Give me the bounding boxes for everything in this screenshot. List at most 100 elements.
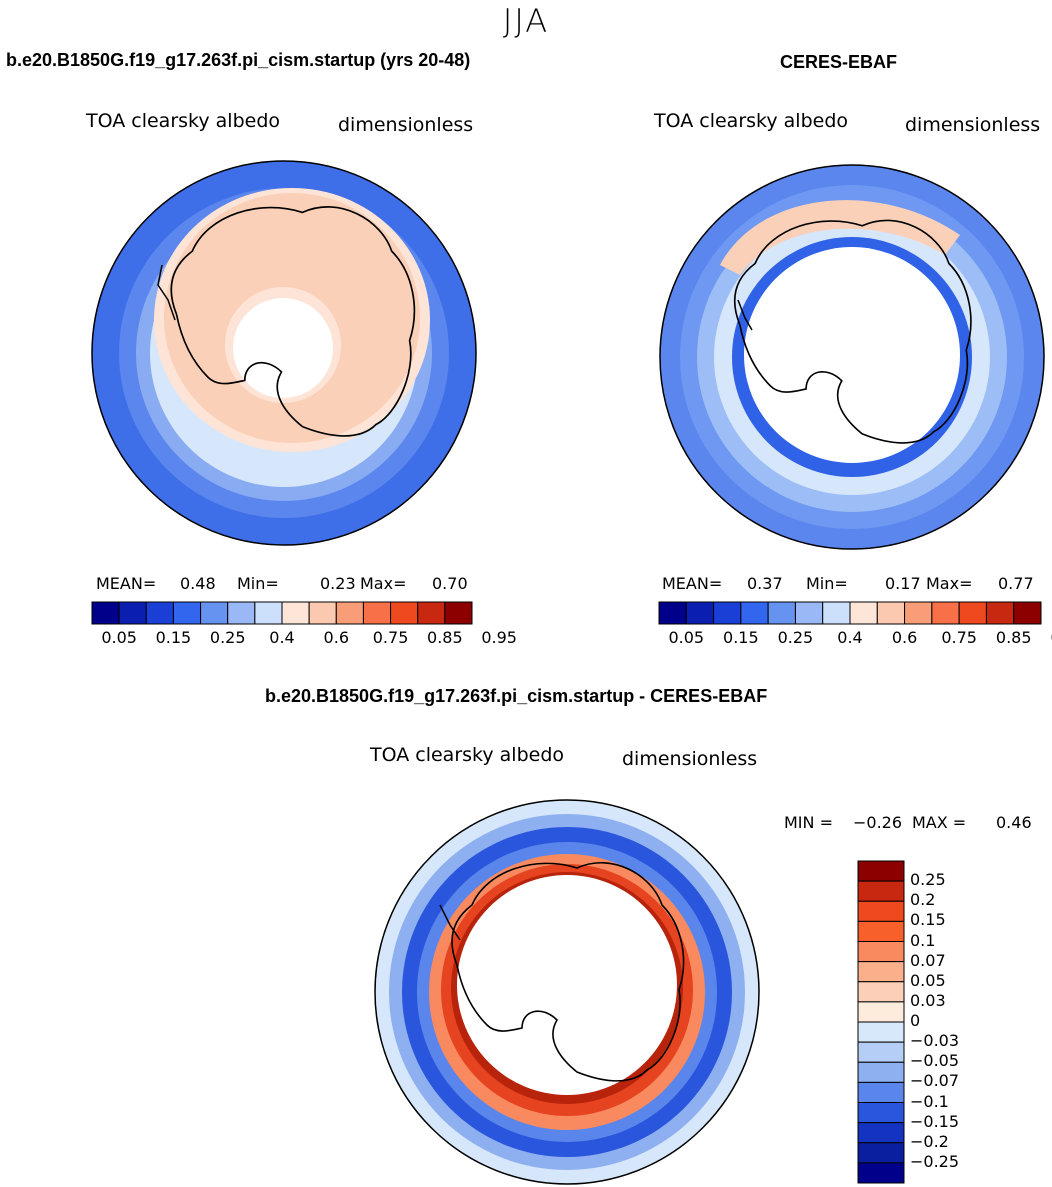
panel1-colorbar-box [254, 601, 283, 625]
panel3-map [375, 800, 759, 1184]
panel1-boundary [91, 160, 477, 546]
mean-label: MEAN= [662, 574, 723, 593]
panel3-tick-label: 0.1 [910, 930, 936, 950]
panel2-tick-label: 0.15 [723, 628, 759, 647]
panel3-tick-label: −0.07 [910, 1071, 960, 1091]
min-label: Min= [806, 574, 848, 593]
panel2-boundary [659, 164, 1045, 550]
mean-label: MEAN= [96, 574, 157, 593]
panel3-colorbar [857, 860, 905, 1184]
panel2-colorbar-box [849, 601, 878, 625]
panel2-colorbar [658, 601, 1042, 625]
panel3-tick-label: 0.07 [910, 950, 946, 970]
panel1-colorbar-box [200, 601, 229, 625]
panel2-colorbar-box [713, 601, 742, 625]
panel1-tick-label: 0.6 [323, 628, 349, 647]
panel2-tick-label: 0.85 [995, 628, 1032, 647]
panel3-tick-label: −0.2 [910, 1131, 949, 1151]
panel3-colorbar-box [857, 1122, 905, 1144]
panel3-tick-label: −0.03 [910, 1031, 960, 1051]
panel3-colorbar-box [857, 900, 905, 922]
panel2-colorbar-box [958, 601, 987, 625]
mean-value: 0.48 [180, 574, 216, 593]
panel3-colorbar-box [857, 1142, 905, 1164]
panel2-tick-label: 0.05 [668, 628, 705, 647]
panel2-tick-label: 0.75 [941, 628, 977, 647]
min-label: MIN = [784, 813, 833, 832]
panel2-colorbar-box [794, 601, 824, 625]
panel1-tick-label: 0.15 [155, 628, 192, 647]
panel1-colorbar-box [444, 601, 473, 625]
max-label: MAX = [912, 813, 967, 832]
panel2-colorbar-box [931, 601, 960, 625]
max-label: Max= [360, 574, 407, 593]
panel3-colorbar-box [857, 1102, 905, 1124]
panel3-tick-label: −0.05 [910, 1051, 960, 1071]
panel2-colorbar-box [740, 601, 769, 625]
panel3-title: b.e20.B1850G.f19_g17.263f.pi_cism.startu… [265, 686, 768, 706]
panel1-colorbar-box [145, 601, 174, 625]
panel2-colorbar-box [1013, 601, 1042, 625]
panel3-variable: TOA clearsky albedo [370, 744, 564, 766]
panel2-tick-label: 0.6 [891, 628, 918, 647]
panel3-colorbar-box [857, 1162, 905, 1184]
panel1-colorbar-box [308, 601, 337, 625]
panel1-colorbar-box [227, 601, 256, 625]
panel1-colorbar-box [281, 601, 310, 625]
panel2-units: dimensionless [905, 114, 1041, 136]
panel3-tick-label: 0.15 [910, 910, 946, 930]
panel1-colorbar-box [172, 601, 202, 625]
min-value: −0.26 [853, 813, 903, 832]
min-value: 0.23 [320, 574, 356, 593]
panel3-colorbar-box [857, 981, 905, 1003]
panel1-colorbar-box [417, 601, 446, 625]
panel1-map [92, 161, 476, 545]
panel1-tick-label: 0.25 [209, 628, 246, 647]
panel2-colorbar-box [985, 601, 1015, 625]
panel2-title: CERES-EBAF [780, 52, 898, 72]
panel3-colorbar-box [857, 941, 905, 963]
panel1-units: dimensionless [338, 114, 474, 136]
max-label: Max= [926, 574, 973, 593]
panel3-tick-label: −0.25 [910, 1151, 960, 1171]
panel3-tick-label: −0.15 [910, 1111, 960, 1131]
panel2-variable: TOA clearsky albedo [654, 110, 848, 132]
panel1-colorbar-box [390, 601, 419, 625]
panel3-colorbar-box [857, 1061, 905, 1083]
panel3-tick-label: 0 [910, 1011, 921, 1030]
panel1-tick-label: 0.95 [481, 628, 517, 647]
panel3-colorbar-box [857, 880, 905, 902]
panel2-colorbar-box [876, 601, 906, 625]
panel3-boundary [374, 799, 760, 1185]
panel3-tick-label: 0.25 [910, 870, 946, 890]
panel1-variable: TOA clearsky albedo [86, 110, 280, 132]
min-label: Min= [237, 574, 279, 593]
panel2-colorbar-box [904, 601, 933, 625]
panel3-colorbar-box [857, 860, 905, 882]
panel2-tick-label: 0.25 [777, 628, 814, 647]
panel3-tick-label: 0.2 [910, 890, 936, 910]
panel3-colorbar-box [857, 1021, 905, 1043]
panel2-tick-label: 0.4 [837, 628, 863, 647]
panel3-colorbar-box [857, 1081, 905, 1103]
panel1-tick-label: 0.75 [372, 628, 409, 647]
panel3-colorbar-box [857, 1001, 905, 1023]
panel3-colorbar-box [857, 961, 905, 983]
panel1-tick-label: 0.05 [101, 628, 137, 647]
panel3-colorbar-box [857, 920, 905, 942]
panel1-colorbar-box [91, 601, 120, 625]
panel2-tick-label: 0.95 [1048, 628, 1052, 647]
panel3-tick-label: −0.1 [910, 1091, 949, 1111]
panel3-tick-label: 0.05 [910, 970, 946, 990]
min-value: 0.17 [885, 574, 921, 593]
panel2-colorbar-box [767, 601, 796, 625]
panel2-colorbar-box [685, 601, 715, 625]
panel1-colorbar-box [362, 601, 392, 625]
panel2-colorbar-box [658, 601, 687, 625]
max-value: 0.46 [996, 813, 1032, 832]
max-value: 0.70 [432, 574, 468, 593]
mean-value: 0.37 [747, 574, 783, 593]
panel2-colorbar-box [822, 601, 851, 625]
panel1-colorbar-box [335, 601, 364, 625]
